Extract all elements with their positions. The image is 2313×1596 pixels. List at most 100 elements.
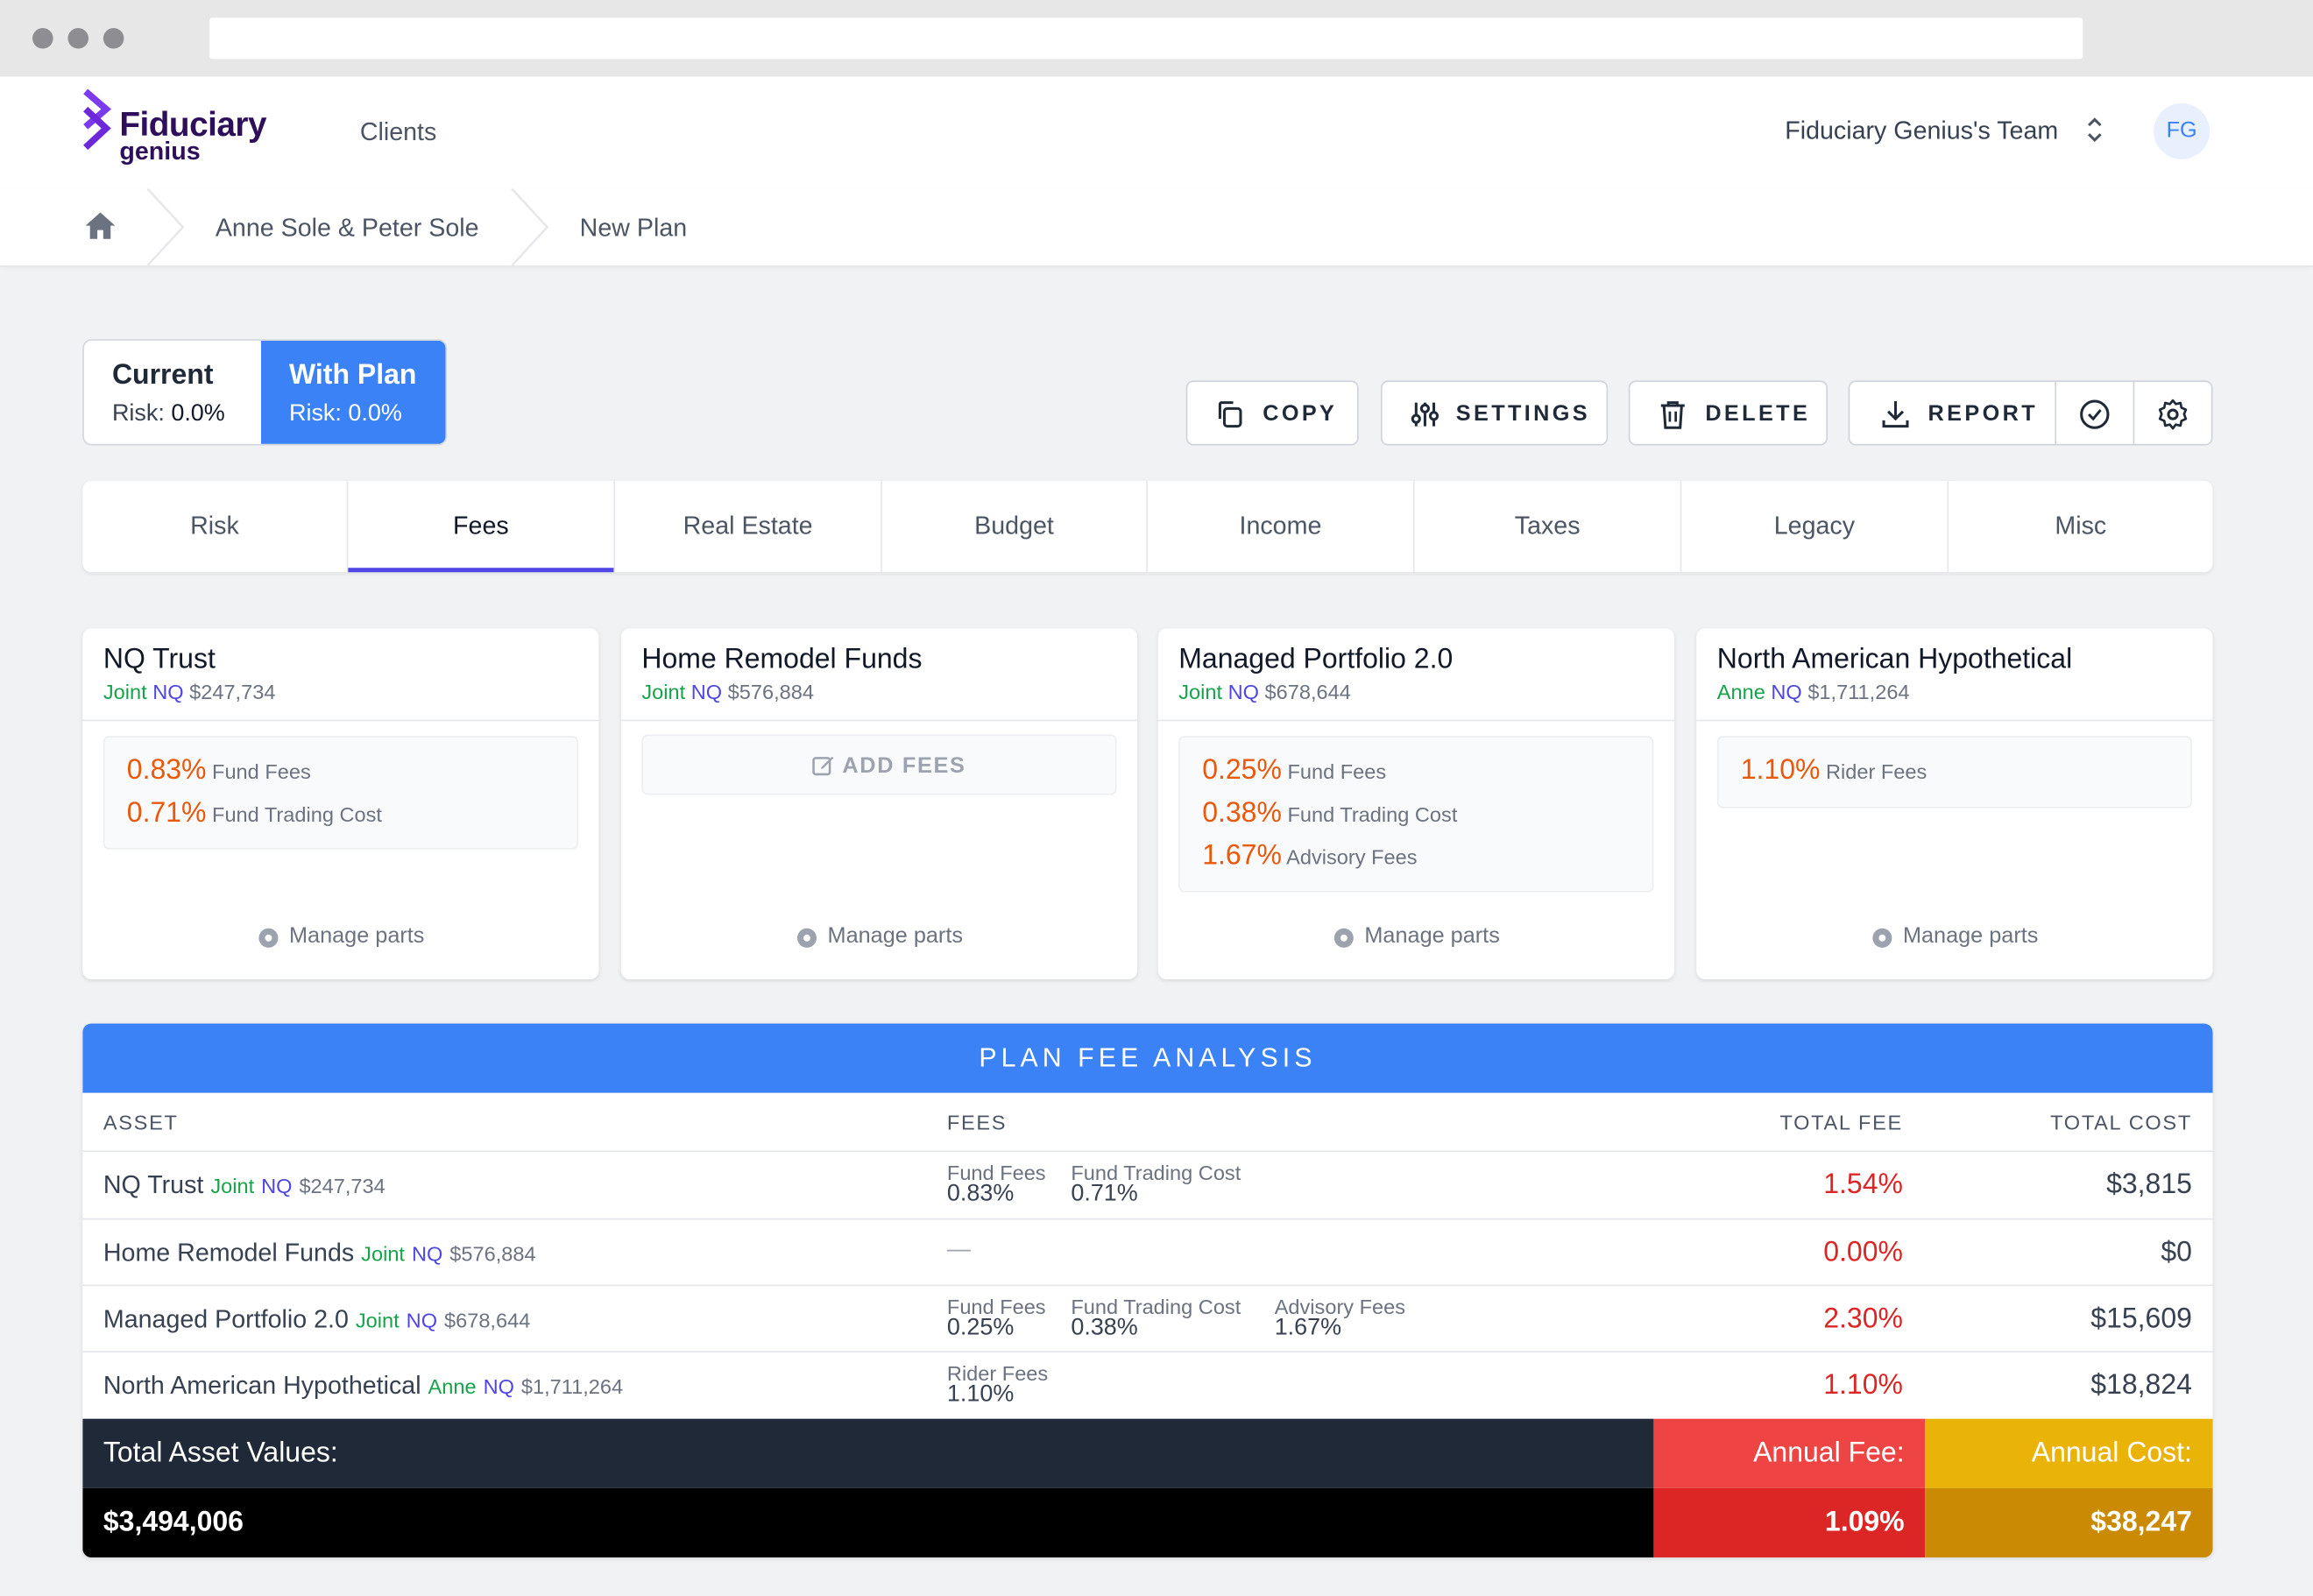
- user-avatar[interactable]: FG: [2154, 102, 2210, 159]
- breadcrumb-client[interactable]: Anne Sole & Peter Sole: [215, 214, 479, 243]
- button-divider: [2133, 382, 2135, 444]
- row-total-fee: 0.00%: [1823, 1237, 1903, 1268]
- tab-legacy[interactable]: Legacy: [1681, 480, 1949, 573]
- gear-icon: [2158, 399, 2188, 430]
- window-close-dot[interactable]: [32, 27, 53, 49]
- gear-icon: [258, 928, 279, 948]
- tab-misc[interactable]: Misc: [2055, 512, 2107, 540]
- copy-icon: [1218, 401, 1242, 428]
- breadcrumb-separator-icon: [511, 188, 549, 266]
- total-asset-value-cell: $3,494,006: [82, 1487, 1654, 1557]
- table-row: Home Remodel Funds Joint NQ $576,884 — 0…: [82, 1218, 2213, 1288]
- window-minimize-dot[interactable]: [67, 27, 89, 49]
- row-asset: Home Remodel Funds Joint NQ $576,884: [103, 1239, 536, 1268]
- manage-parts-link[interactable]: Manage parts: [258, 923, 424, 949]
- tab-budget[interactable]: Budget: [882, 480, 1148, 573]
- fee-summary-box: 0.25% Fund Fees 0.38% Fund Trading Cost …: [1178, 736, 1654, 893]
- row-fee-item: Fund Trading Cost 0.38%: [1071, 1295, 1241, 1341]
- total-asset-label: Total Asset Values:: [103, 1437, 338, 1469]
- manage-parts-link[interactable]: Manage parts: [1333, 923, 1500, 949]
- add-fees-button[interactable]: ADD FEES: [641, 734, 1117, 795]
- browser-chrome: [0, 0, 2313, 77]
- manage-parts-link[interactable]: Manage parts: [1872, 923, 2038, 949]
- asset-card-subtitle: Anne NQ $1,711,264: [1716, 680, 1910, 704]
- approve-button[interactable]: [2056, 382, 2133, 444]
- active-tab-indicator: [348, 568, 614, 573]
- copy-label: COPY: [1263, 400, 1338, 427]
- annual-cost-value-cell: $38,247: [1925, 1487, 2213, 1557]
- top-header: Fiduciary genius Clients Fiduciary Geniu…: [0, 76, 2313, 191]
- annual-fee-label-cell: Annual Fee:: [1653, 1418, 1926, 1488]
- settings-label: SETTINGS: [1455, 400, 1591, 427]
- report-label: REPORT: [1928, 400, 2039, 427]
- team-switcher[interactable]: Fiduciary Genius's Team: [1785, 117, 2059, 145]
- toggle-plan-title: With Plan: [289, 359, 417, 392]
- breadcrumb: Anne Sole & Peter Sole New Plan: [0, 188, 2313, 267]
- fee-line: 1.10% Rider Fees: [1740, 755, 1928, 787]
- report-button-group: REPORT: [1848, 380, 2213, 446]
- table-row: Managed Portfolio 2.0 Joint NQ $678,644 …: [82, 1284, 2213, 1353]
- manage-parts-link[interactable]: Manage parts: [796, 923, 963, 949]
- row-fee-item: Fund Fees 0.25%: [946, 1295, 1046, 1341]
- breadcrumb-separator-icon: [146, 188, 185, 266]
- download-icon: [1882, 400, 1909, 428]
- plan-fee-analysis: PLAN FEE ANALYSIS ASSET FEES TOTAL FEE T…: [82, 1023, 2213, 1557]
- fiduciary-genius-logo[interactable]: Fiduciary genius: [80, 88, 301, 171]
- row-total-fee: 1.10%: [1823, 1370, 1903, 1402]
- chevron-up-down-icon[interactable]: [2086, 115, 2104, 145]
- logo-word-genius: genius: [119, 137, 201, 166]
- row-no-fees: —: [946, 1237, 971, 1263]
- logo-mark-icon: [83, 88, 112, 151]
- fee-line: 0.38% Fund Trading Cost: [1202, 797, 1458, 830]
- nav-clients-link[interactable]: Clients: [359, 117, 437, 146]
- row-total-cost: $18,824: [2090, 1370, 2192, 1402]
- edit-icon: [812, 756, 834, 776]
- annual-cost-label-cell: Annual Cost:: [1925, 1418, 2213, 1488]
- home-icon[interactable]: [84, 211, 117, 241]
- report-button[interactable]: REPORT: [1850, 382, 2055, 444]
- delete-button[interactable]: DELETE: [1628, 380, 1828, 446]
- tab-taxes[interactable]: Taxes: [1415, 480, 1682, 573]
- card-divider: [1696, 719, 2213, 722]
- asset-card: Managed Portfolio 2.0 Joint NQ $678,644 …: [1157, 628, 1674, 979]
- annual-cost-label: Annual Cost:: [2031, 1437, 2192, 1469]
- breadcrumb-plan[interactable]: New Plan: [579, 214, 688, 243]
- section-tabs: Risk Fees Real Estate Budget Income Taxe…: [82, 480, 2213, 573]
- settings-button[interactable]: SETTINGS: [1380, 380, 1609, 446]
- scenario-toggle: Current Risk: 0.0% With Plan Risk: 0.0%: [82, 339, 448, 446]
- col-total-cost-header: TOTAL COST: [2050, 1110, 2192, 1134]
- asset-card-title: Home Remodel Funds: [641, 644, 923, 676]
- row-total-cost: $15,609: [2090, 1303, 2192, 1335]
- fee-summary-box: 0.83% Fund Fees 0.71% Fund Trading Cost: [103, 736, 578, 850]
- row-asset: NQ Trust Joint NQ $247,734: [103, 1170, 386, 1199]
- window-zoom-dot[interactable]: [103, 27, 124, 49]
- total-asset-value: $3,494,006: [103, 1507, 244, 1539]
- toggle-plan-risk: Risk: 0.0%: [289, 400, 402, 427]
- col-asset-header: ASSET: [103, 1110, 179, 1134]
- asset-card: Home Remodel Funds Joint NQ $576,884 ADD…: [620, 628, 1138, 979]
- toggle-current-title: Current: [111, 359, 214, 392]
- tab-risk[interactable]: Risk: [82, 480, 349, 573]
- tab-real-estate[interactable]: Real Estate: [615, 480, 882, 573]
- asset-card-title: NQ Trust: [103, 644, 216, 676]
- delete-label: DELETE: [1705, 400, 1811, 427]
- card-divider: [82, 719, 599, 722]
- plan-settings-button[interactable]: [2134, 382, 2211, 444]
- gear-icon: [1872, 928, 1892, 948]
- tab-fees[interactable]: Fees: [348, 480, 616, 573]
- row-total-fee: 2.30%: [1823, 1303, 1903, 1335]
- toggle-with-plan[interactable]: With Plan Risk: 0.0%: [261, 340, 446, 444]
- copy-button[interactable]: COPY: [1185, 380, 1359, 446]
- gear-icon: [1333, 928, 1354, 948]
- col-total-fee-header: TOTAL FEE: [1779, 1110, 1903, 1134]
- address-bar[interactable]: [209, 18, 2083, 60]
- tab-income[interactable]: Income: [1148, 480, 1415, 573]
- analysis-title: PLAN FEE ANALYSIS: [82, 1023, 2213, 1093]
- fee-line: 0.71% Fund Trading Cost: [126, 797, 382, 830]
- annual-cost-value: $38,247: [2090, 1507, 2192, 1539]
- annual-fee-label: Annual Fee:: [1753, 1437, 1905, 1469]
- table-row: North American Hypothetical Anne NQ $1,7…: [82, 1351, 2213, 1420]
- row-fee-item: Fund Trading Cost 0.71%: [1071, 1161, 1241, 1207]
- toggle-current[interactable]: Current Risk: 0.0%: [84, 341, 261, 444]
- total-asset-label-cell: Total Asset Values:: [82, 1418, 1654, 1488]
